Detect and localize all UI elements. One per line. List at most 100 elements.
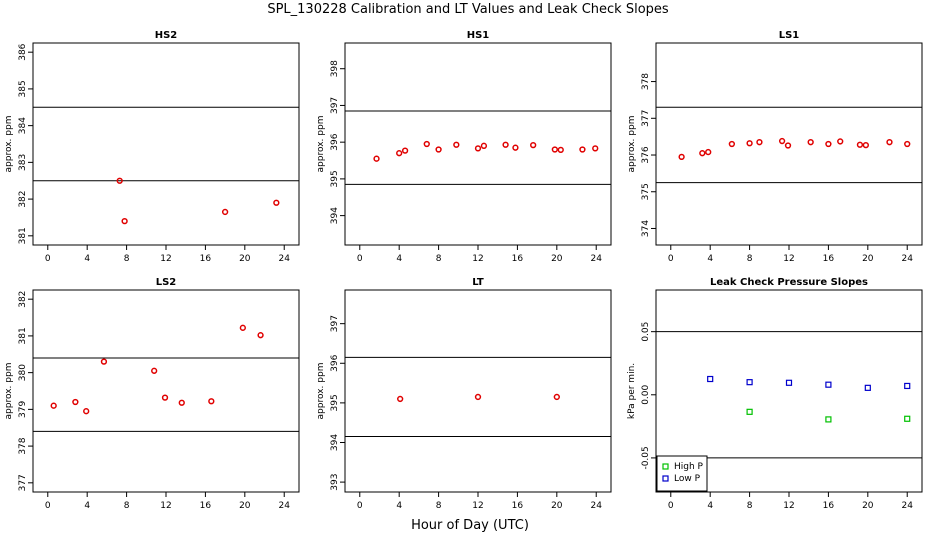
- data-point: [50, 402, 57, 409]
- x-tick-label: 4: [707, 501, 713, 511]
- x-tick-label: 8: [436, 254, 442, 264]
- y-tick-label: 396: [330, 133, 340, 150]
- x-tick-label: 4: [84, 501, 90, 511]
- y-axis-label: kPa per min.: [627, 363, 637, 419]
- data-point: [825, 416, 832, 423]
- y-tick-label: 376: [641, 146, 651, 163]
- x-tick-label: 24: [590, 254, 602, 264]
- x-tick-label: 16: [200, 501, 212, 511]
- y-tick-label: 385: [18, 80, 28, 97]
- panel-title: Leak Check Pressure Slopes: [710, 277, 868, 288]
- x-tick-label: 12: [472, 501, 483, 511]
- panel-1: HS2 approx. ppm 0 4 8 12 16 20 24 381 382 383 384 385…: [4, 30, 300, 264]
- x-tick-label: 12: [783, 501, 794, 511]
- x-tick-label: 24: [901, 501, 913, 511]
- data-point: [474, 145, 482, 152]
- data-point: [886, 139, 893, 146]
- y-tick-label: 384: [18, 117, 28, 134]
- y-tick-label: 393: [330, 474, 340, 491]
- legend-box: [656, 455, 708, 492]
- data-point: [208, 398, 215, 405]
- data-point: [825, 140, 832, 148]
- x-tick-label: 20: [239, 254, 251, 264]
- data-point: [116, 177, 123, 184]
- data-point: [512, 144, 519, 151]
- x-tick-label: 12: [160, 254, 171, 264]
- y-axis-label: approx. ppm: [627, 116, 637, 173]
- y-tick-label: 386: [18, 43, 28, 60]
- x-tick-label: 24: [901, 254, 913, 264]
- data-point: [221, 208, 229, 216]
- data-point: [551, 146, 558, 153]
- y-axis-label: approx. ppm: [4, 116, 14, 173]
- data-point: [151, 367, 158, 374]
- y-tick-label: 374: [641, 220, 651, 237]
- y-tick-label: 394: [330, 207, 340, 224]
- x-tick-label: 0: [357, 254, 363, 264]
- x-tick-label: 12: [783, 254, 794, 264]
- data-point: [746, 140, 753, 147]
- figure-title: SPL_130228 Calibration and LT Values and…: [267, 2, 669, 17]
- plot-frame: [344, 289, 612, 493]
- y-tick-label: 0.00: [641, 384, 651, 404]
- data-point: [904, 140, 911, 148]
- data-point: [778, 137, 786, 145]
- x-tick-label: 20: [551, 254, 563, 264]
- data-point: [825, 381, 832, 388]
- data-point: [72, 398, 79, 406]
- panel-title: LS2: [156, 277, 177, 288]
- x-tick-label: 0: [668, 254, 674, 264]
- data-point: [121, 217, 128, 225]
- data-point: [502, 141, 509, 148]
- data-point: [100, 358, 108, 365]
- y-tick-label: 377: [18, 474, 28, 491]
- y-tick-label: 382: [18, 190, 28, 207]
- x-tick-label: 16: [512, 254, 524, 264]
- x-axis-title: Hour of Day (UTC): [411, 518, 529, 533]
- legend: High P Low P: [656, 455, 708, 492]
- x-tick-label: 12: [472, 254, 483, 264]
- x-tick-label: 16: [823, 254, 835, 264]
- data-point: [83, 408, 90, 415]
- data-point: [592, 145, 599, 152]
- y-tick-label: 378: [641, 73, 651, 90]
- legend-label: Low P: [674, 474, 701, 484]
- y-tick-label: 375: [641, 183, 651, 200]
- x-tick-label: 8: [436, 501, 442, 511]
- data-point: [557, 146, 564, 154]
- data-point: [178, 399, 185, 406]
- data-point: [746, 408, 753, 415]
- x-tick-label: 20: [239, 501, 251, 511]
- panel-2: HS1 approx. ppm 0 4 8 12 16 20 24 394 395 396 397 398: [316, 30, 612, 264]
- data-point: [397, 395, 404, 403]
- x-tick-label: 4: [396, 501, 402, 511]
- panel-3: LS1 approx. ppm 0 4 8 12 16 20 24 374 375 376 377 378: [627, 30, 923, 264]
- x-tick-label: 8: [124, 254, 130, 264]
- data-point: [746, 379, 753, 386]
- x-tick-label: 20: [862, 501, 874, 511]
- data-point: [904, 382, 911, 390]
- data-point: [699, 150, 706, 157]
- plot-frame: [344, 42, 612, 246]
- data-point: [728, 140, 736, 148]
- data-point: [480, 142, 488, 149]
- y-tick-label: 382: [18, 291, 28, 308]
- y-tick-label: 379: [18, 401, 28, 418]
- y-tick-label: 380: [18, 364, 28, 381]
- x-tick-label: 12: [160, 501, 171, 511]
- panel-title: LT: [472, 277, 484, 288]
- x-tick-label: 0: [45, 254, 51, 264]
- data-point: [401, 147, 409, 154]
- data-point: [396, 150, 403, 157]
- x-tick-label: 16: [823, 501, 835, 511]
- y-tick-label: 381: [18, 227, 28, 244]
- data-point: [474, 393, 482, 401]
- y-tick-label: 395: [330, 394, 340, 411]
- y-tick-label: 381: [18, 327, 28, 344]
- x-tick-label: 0: [357, 501, 363, 511]
- y-tick-label: 377: [641, 110, 651, 127]
- panel-5: LT approx. ppm 0 4 8 12 16 20 24 393 394 395 396 397: [316, 277, 612, 511]
- data-point: [579, 146, 586, 153]
- x-tick-label: 8: [747, 254, 753, 264]
- data-point: [239, 324, 246, 331]
